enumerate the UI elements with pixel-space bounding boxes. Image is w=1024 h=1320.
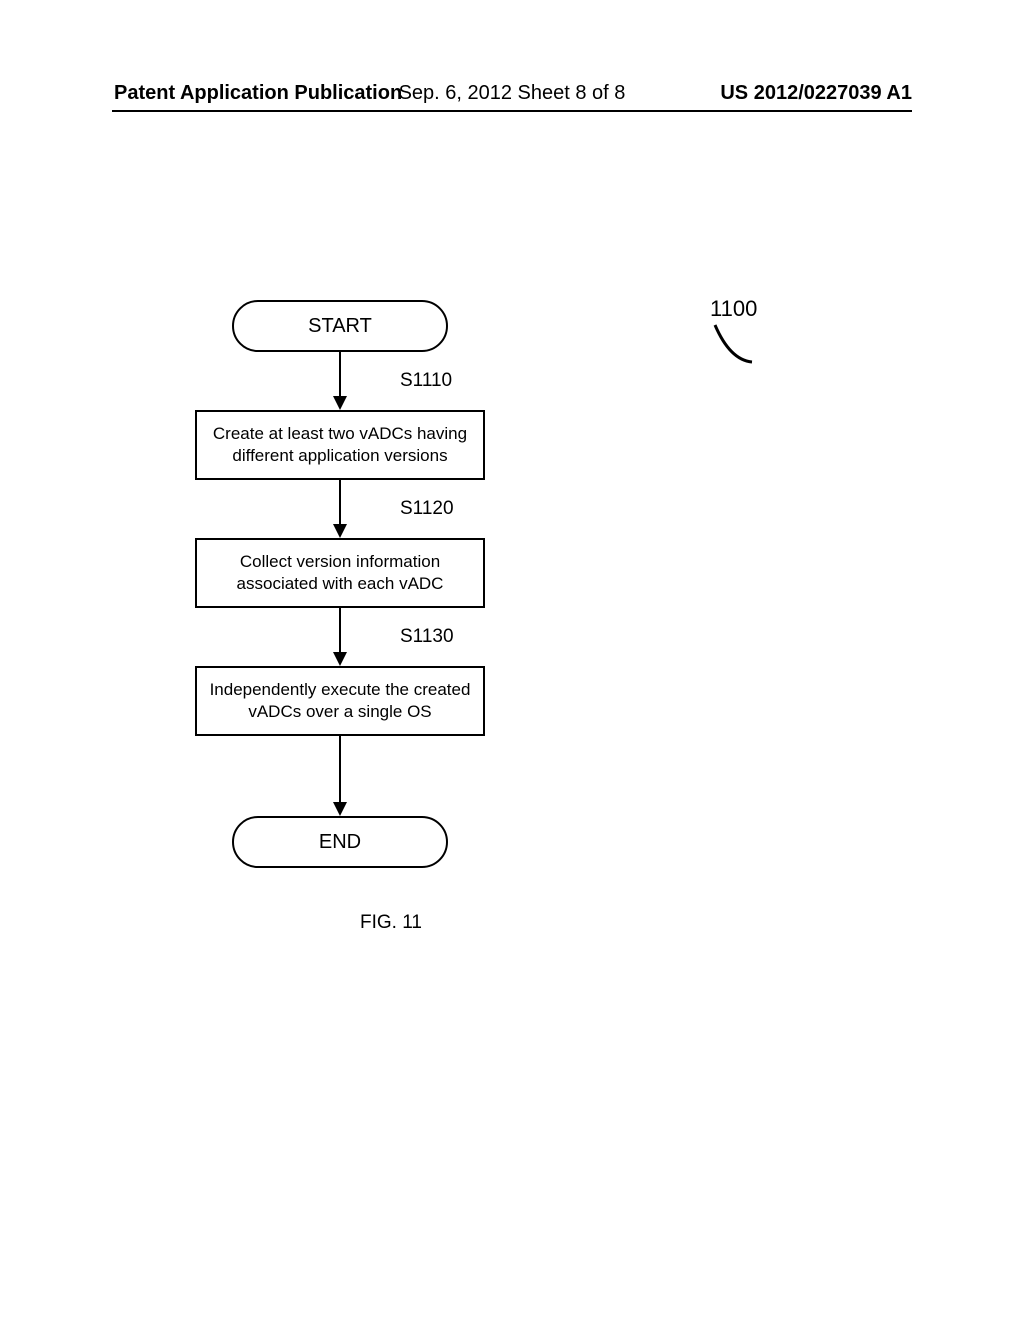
process-s1120: Collect version information associated w…	[195, 538, 485, 608]
process-s1110-text: Create at least two vADCs having differe…	[207, 423, 473, 467]
step-label-3: S1130	[400, 626, 454, 648]
arrow-3	[339, 608, 341, 654]
end-terminal: END	[232, 816, 448, 868]
page: Patent Application Publication Sep. 6, 2…	[0, 0, 1024, 1320]
arrow-1-head	[333, 396, 347, 410]
header-right: US 2012/0227039 A1	[720, 82, 912, 105]
process-s1130: Independently execute the created vADCs …	[195, 666, 485, 736]
figure-ref-number: 1100	[710, 296, 757, 322]
process-s1110: Create at least two vADCs having differe…	[195, 410, 485, 480]
step-label-2: S1120	[400, 498, 454, 520]
process-s1130-text: Independently execute the created vADCs …	[207, 679, 473, 723]
arrow-4	[339, 736, 341, 804]
end-text: END	[319, 831, 361, 854]
start-text: START	[308, 315, 372, 338]
arrow-4-head	[333, 802, 347, 816]
start-terminal: START	[232, 300, 448, 352]
process-s1120-text: Collect version information associated w…	[207, 551, 473, 595]
arrow-2-head	[333, 524, 347, 538]
ref-curve-icon	[710, 320, 760, 370]
arrow-1	[339, 352, 341, 398]
arrow-3-head	[333, 652, 347, 666]
arrow-2	[339, 480, 341, 526]
figure-caption: FIG. 11	[360, 912, 422, 934]
step-label-1: S1110	[400, 370, 452, 392]
header-rule	[112, 110, 912, 112]
